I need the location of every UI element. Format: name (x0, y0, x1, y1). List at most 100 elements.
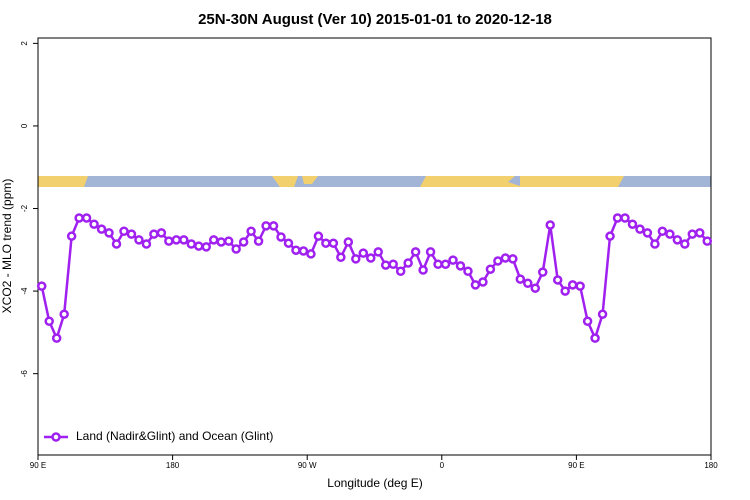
data-point (702, 236, 713, 246)
legend-label: Land (Nadir&Glint) and Ocean (Glint) (76, 429, 273, 443)
data-point (44, 316, 54, 326)
data-point (508, 254, 518, 264)
data-point (620, 213, 630, 223)
data-point (291, 245, 301, 255)
data-point (276, 232, 286, 242)
data-point (388, 259, 398, 270)
data-point (119, 226, 129, 236)
data-point (186, 239, 197, 249)
data-point (380, 260, 391, 270)
data-point (493, 256, 503, 266)
data-point (440, 259, 451, 270)
x-tick-label: 0 (440, 461, 445, 470)
data-point (366, 253, 376, 263)
chart-title: 25N-30N August (Ver 10) 2015-01-01 to 20… (198, 11, 552, 28)
data-point (545, 220, 555, 230)
data-point (500, 253, 511, 263)
data-point (336, 252, 346, 262)
data-point (89, 219, 99, 229)
data-point (635, 224, 645, 234)
data-point (51, 333, 62, 343)
data-point (358, 248, 369, 258)
data-point (582, 316, 593, 326)
data-point (238, 237, 249, 247)
data-point (642, 228, 653, 238)
data-point (59, 309, 69, 319)
data-point (523, 278, 533, 288)
data-point (36, 281, 47, 291)
data-point (96, 224, 107, 234)
data-point (223, 236, 234, 246)
data-point (657, 226, 668, 236)
data-point (455, 261, 466, 271)
data-point (650, 239, 660, 249)
data-point (410, 247, 421, 257)
plot-frame (37, 37, 712, 456)
y-tick-label: 2 (20, 41, 29, 46)
data-point (141, 239, 152, 249)
data-point (695, 228, 705, 238)
data-point (134, 235, 144, 245)
data-point (171, 235, 182, 245)
data-point (597, 309, 608, 319)
data-point (538, 267, 548, 277)
x-tick-label: 90 W (298, 461, 317, 470)
data-point (66, 231, 77, 241)
data-point (343, 237, 354, 247)
x-tick-label: 180 (704, 461, 718, 470)
legend-marker (51, 432, 61, 442)
data-point (283, 238, 294, 248)
y-tick-label: -4 (20, 287, 29, 295)
data-point (687, 229, 698, 239)
data-point (216, 237, 226, 247)
data-point (253, 236, 264, 246)
data-point (515, 274, 526, 284)
data-point (478, 277, 488, 287)
data-point (164, 236, 174, 246)
data-point (395, 266, 406, 277)
y-tick-label: -6 (20, 370, 29, 378)
data-point (179, 235, 189, 245)
data-point (560, 286, 570, 296)
data-point (194, 241, 204, 251)
data-point (246, 226, 256, 236)
x-axis-label: Longitude (deg E) (327, 476, 422, 490)
data-point (448, 255, 458, 265)
data-point (201, 242, 211, 252)
x-tick-label: 90 E (30, 461, 46, 470)
data-point (306, 249, 316, 259)
data-point (627, 219, 638, 229)
data-point (612, 213, 623, 223)
data-point (680, 239, 690, 249)
y-tick-label: 0 (20, 123, 29, 128)
data-point (298, 246, 309, 256)
y-axis-label: XCO2 - MLO trend (ppm) (0, 179, 14, 314)
data-point (485, 264, 496, 274)
data-point (373, 247, 383, 257)
data-point (605, 231, 615, 241)
data-point (328, 238, 339, 248)
data-point (126, 229, 137, 239)
data-point (433, 259, 443, 270)
data-point (104, 228, 114, 238)
data-point (111, 239, 122, 249)
data-point (672, 235, 683, 245)
data-point (208, 235, 219, 245)
data-point (261, 221, 271, 231)
data-point (156, 228, 167, 238)
data-point (530, 283, 541, 293)
land-ocean-strip (38, 176, 711, 187)
data-point (81, 213, 92, 223)
data-point (567, 280, 578, 290)
data-point (575, 281, 585, 291)
data-point (463, 266, 473, 277)
y-tick-label: -2 (20, 204, 29, 212)
data-point (470, 280, 481, 290)
x-tick-label: 90 E (568, 461, 584, 470)
data-point (351, 254, 361, 264)
data-point (418, 265, 428, 275)
data-point (149, 229, 159, 239)
data-point (268, 221, 279, 231)
data-point (665, 229, 675, 239)
